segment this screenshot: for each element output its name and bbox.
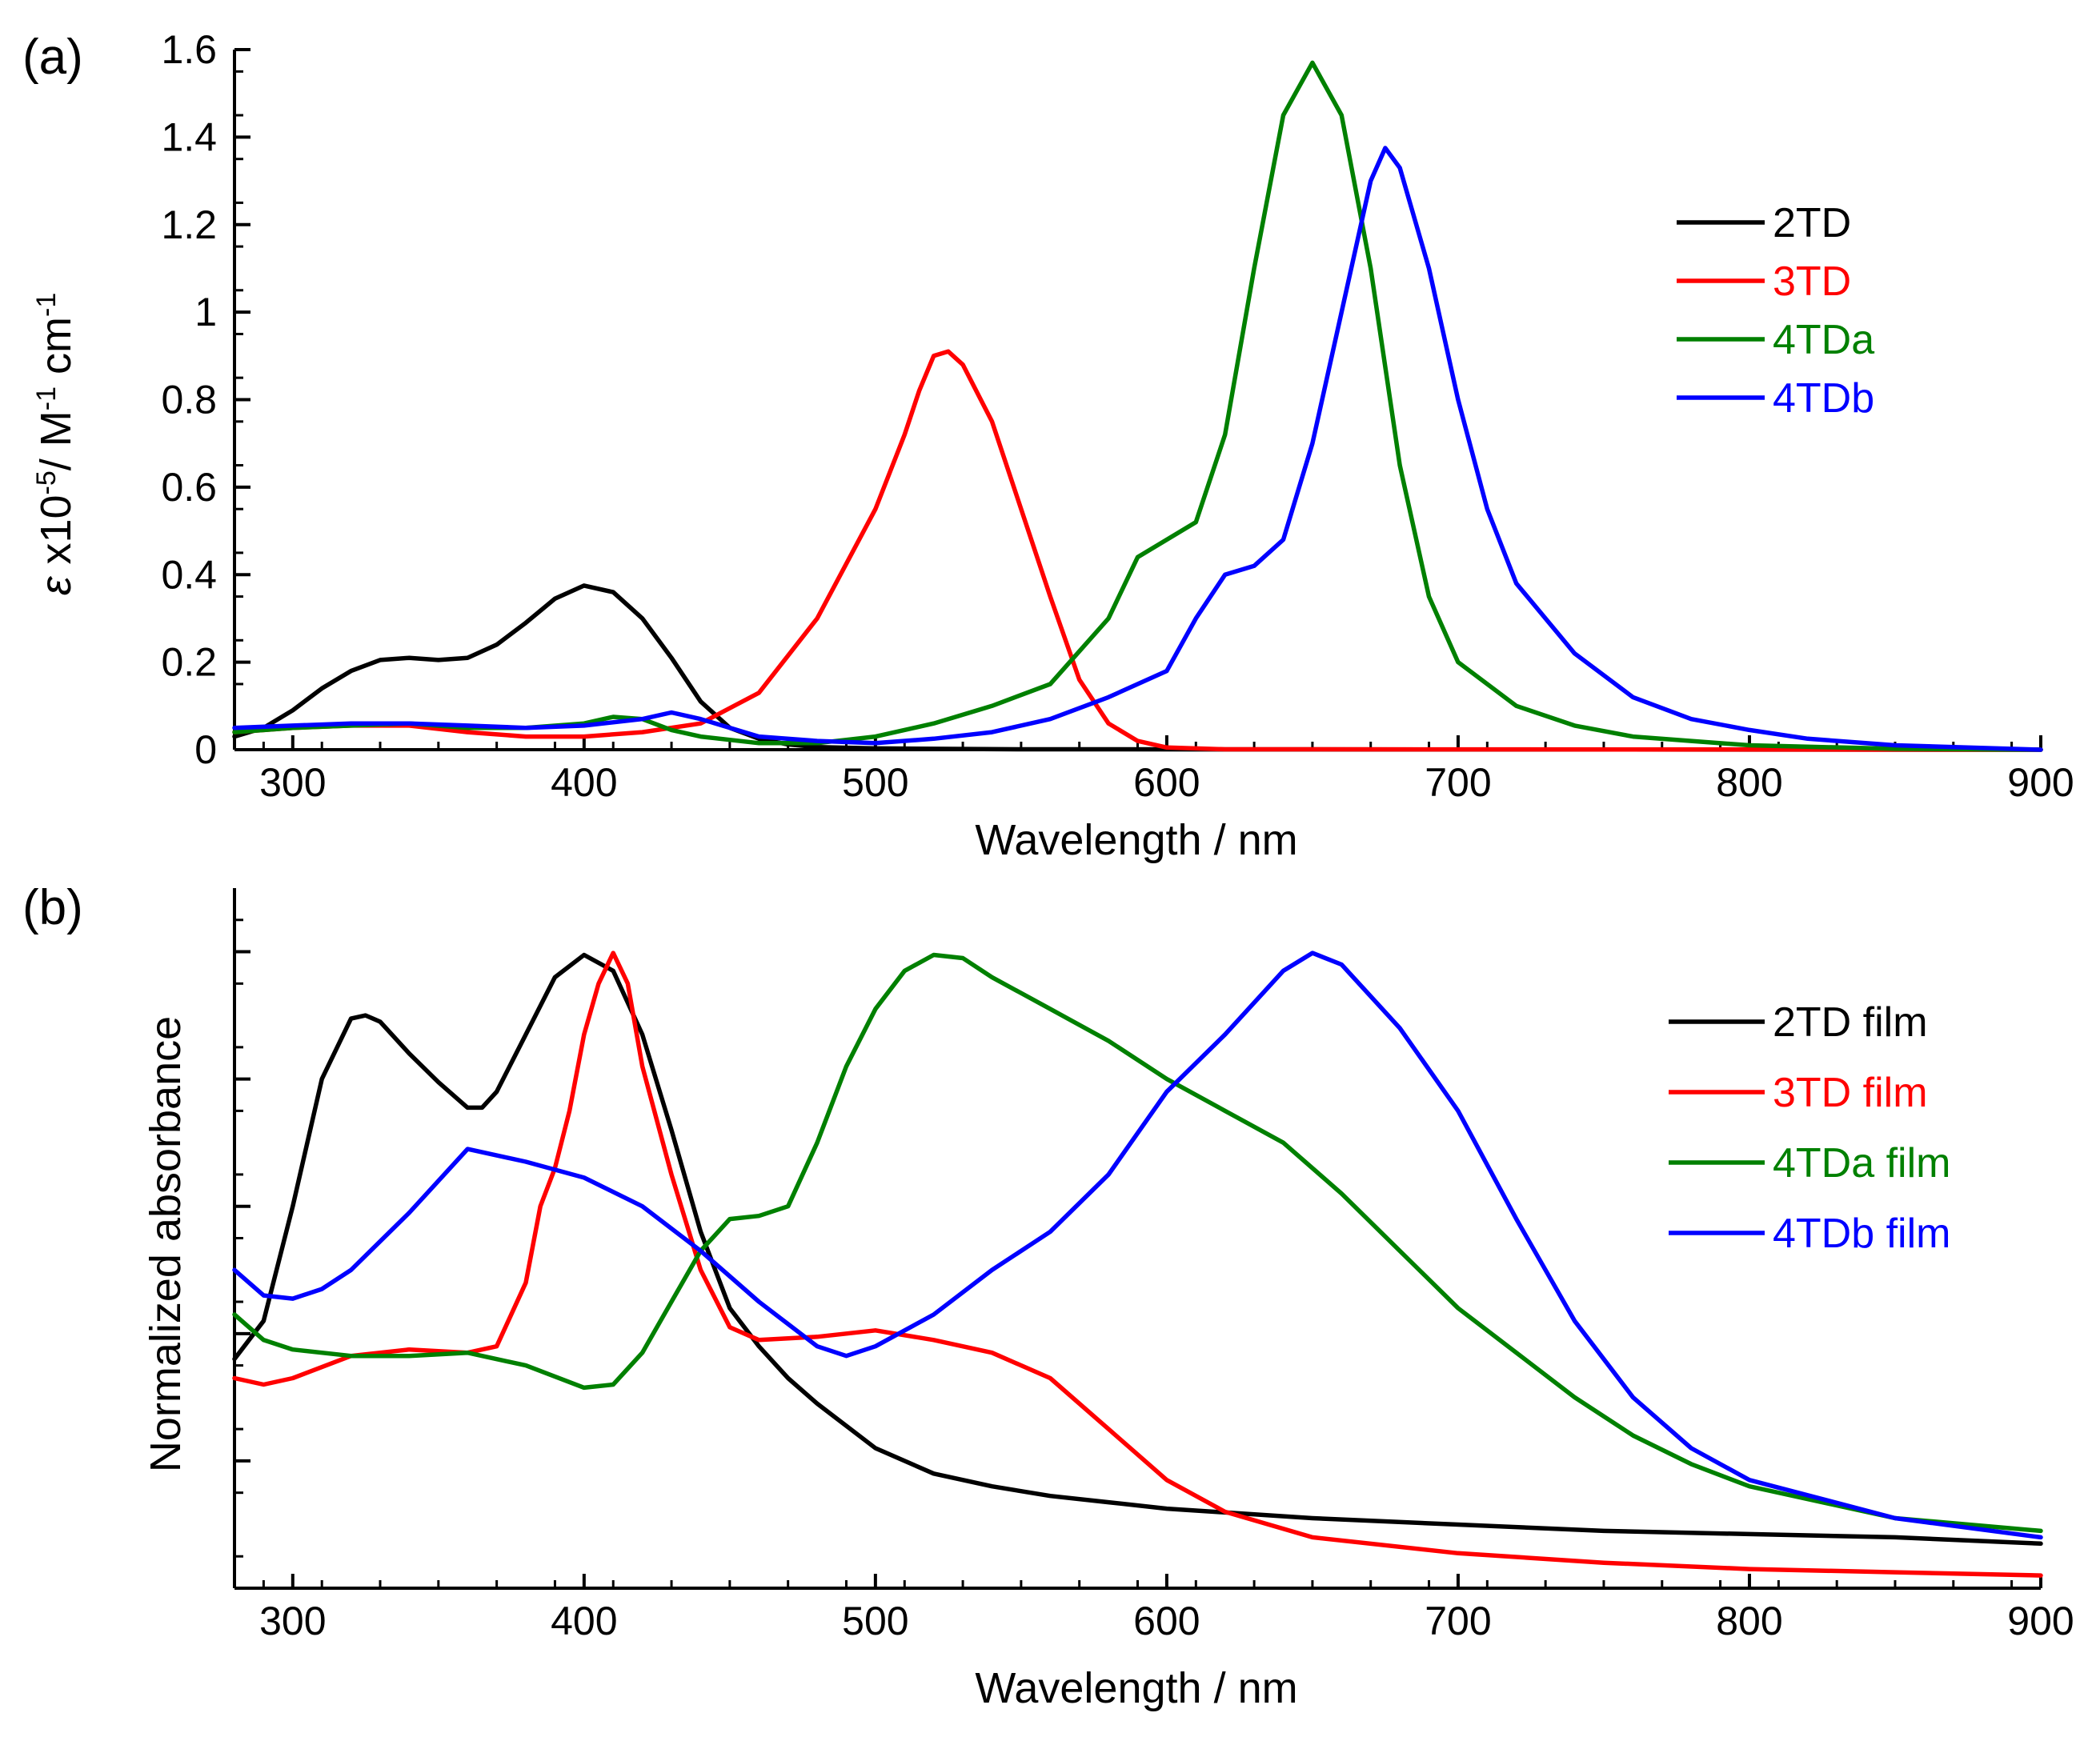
x-tick-label: 700 — [1425, 1599, 1491, 1643]
series-line-4tda — [232, 60, 2043, 752]
series-line-4tdb — [232, 146, 2043, 752]
legend-label: 4TDb film — [1773, 1211, 1950, 1257]
panel-b-label: (b) — [22, 880, 83, 935]
x-tick-label: 900 — [2007, 760, 2074, 805]
panel-b: (b) Normalized absorbance 300 400 500 600 70… — [22, 880, 2074, 1712]
panel-b-series — [232, 951, 2043, 1578]
panel-a-series — [232, 60, 2043, 752]
panel-b-x-ticks: 300 400 500 600 700 800 900 — [259, 1574, 2074, 1643]
series-line-2td-film — [232, 952, 2043, 1547]
legend-label: 4TDb — [1773, 375, 1874, 422]
legend-label: 3TD — [1773, 258, 1851, 305]
x-tick-label: 900 — [2007, 1599, 2074, 1643]
panel-b-x-axis-title: Wavelength / nm — [975, 1664, 1297, 1712]
y-tick-label: 1.6 — [161, 27, 217, 72]
panel-a-y-axis-title: ε x10-5/ M-1 cm-1 — [31, 293, 80, 596]
panel-a-x-axis-title: Wavelength / nm — [975, 816, 1297, 864]
panel-a: (a) ε x10-5/ M-1 cm-1 300 400 500 600 700 800… — [22, 27, 2074, 864]
x-tick-label: 800 — [1716, 760, 1782, 805]
x-tick-label: 500 — [842, 760, 908, 805]
series-line-4tda-film — [232, 952, 2043, 1534]
panel-b-legend: 2TD film 3TD film 4TDa film 4TDb film — [1669, 999, 1950, 1257]
x-tick-label: 400 — [551, 760, 617, 805]
x-tick-label: 400 — [551, 1599, 617, 1643]
legend-label: 4TDa film — [1773, 1140, 1950, 1187]
y-tick-label: 1.2 — [161, 202, 217, 247]
legend-label: 3TD film — [1773, 1070, 1928, 1116]
legend-label: 2TD — [1773, 200, 1851, 246]
panel-a-label: (a) — [22, 30, 83, 85]
x-tick-label: 600 — [1133, 1599, 1200, 1643]
legend-label: 4TDa — [1773, 317, 1874, 363]
series-line-3td — [232, 349, 2043, 752]
x-tick-label: 800 — [1716, 1599, 1782, 1643]
y-tick-label: 1 — [194, 290, 217, 334]
panel-b-y-ticks — [234, 919, 250, 1590]
panel-a-y-ticks: 0 0.2 0.4 0.6 0.8 1 1.2 1.4 1.6 — [161, 27, 250, 772]
y-tick-label: 0.6 — [161, 465, 217, 510]
x-tick-label: 700 — [1425, 760, 1491, 805]
y-tick-label: 0.4 — [161, 552, 217, 597]
y-tick-label: 0.8 — [161, 378, 217, 422]
x-tick-label: 300 — [259, 1599, 326, 1643]
panel-a-y-axis-title-text: ε x10-5/ M-1 cm-1 — [31, 293, 80, 596]
series-line-3td-film — [232, 951, 2043, 1578]
panel-a-legend: 2TD 3TD 4TDa 4TDb — [1677, 200, 1874, 422]
x-tick-label: 500 — [842, 1599, 908, 1643]
legend-label: 2TD film — [1773, 999, 1928, 1046]
panel-b-y-axis-title: Normalized absorbance — [142, 1016, 190, 1472]
series-line-4tdb-film — [232, 951, 2043, 1540]
y-tick-label: 0.2 — [161, 640, 217, 685]
y-tick-label: 0 — [194, 727, 217, 772]
panel-a-x-ticks: 300 400 500 600 700 800 900 — [259, 735, 2074, 805]
x-tick-label: 300 — [259, 760, 326, 805]
x-tick-label: 600 — [1133, 760, 1200, 805]
y-tick-label: 1.4 — [161, 114, 217, 159]
